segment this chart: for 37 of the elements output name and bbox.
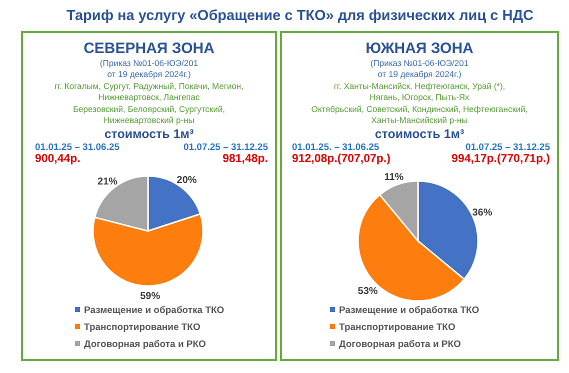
chart-title: ЮЖНАЯ ЗОНА [366, 40, 474, 57]
text: от 19 декабря 2024г.) [107, 69, 191, 79]
data-label: 53% [358, 286, 378, 297]
text: Березовский, Белоярский, Сургутский, [72, 104, 226, 114]
data-label: 21% [98, 176, 118, 188]
data-label: 20% [176, 175, 197, 186]
chart-title: СЕВЕРНАЯ ЗОНА [84, 40, 215, 57]
text: 912,08р.(707,07р.) [292, 153, 391, 165]
legend-label: Договорная работа и РКО [339, 339, 461, 350]
text: 01.07.25 – 31.12.25 [465, 142, 551, 153]
text: гг. Когалым, Сургут, Радужный, Покачи, Мегион, [54, 81, 244, 91]
legend-label: Транспортирование ТКО [339, 322, 456, 333]
text: гг. Ханты-Мансийск, Нефтеюганск, Урай (*), [334, 81, 506, 91]
text: 900,44р. [35, 153, 80, 165]
text: Нягань, Югорск, Пыть-Ях [370, 92, 470, 102]
text: Ханты-Мансийский р-ны [371, 115, 468, 125]
text: (Приказ №01-06-ЮЭ/201 [370, 58, 469, 68]
legend-label: Размещение и обработка ТКО [339, 305, 480, 316]
text: 01.07.25 – 31.12.25 [183, 142, 269, 153]
text: Нижневартовский р-ны [104, 115, 194, 125]
legend-label: Размещение и обработка ТКО [84, 305, 224, 316]
legend-label: Транспортирование ТКО [84, 322, 200, 333]
text: Нижневартовск, Лангепас [98, 92, 201, 102]
data-label: 59% [140, 290, 160, 302]
text: 01.01.25 – 31.06.25 [35, 142, 120, 153]
text: (Приказ №01-06-ЮЭ/201 [100, 58, 198, 68]
text: стоимость 1м³ [104, 127, 194, 141]
text: 01.01.25. – 31.06.25 [292, 142, 380, 153]
data-label: 11% [384, 172, 404, 184]
data-label: 36% [472, 208, 492, 219]
text: от 19 декабря 2024г.) [378, 69, 462, 79]
text: 994,17р.(770,71р.) [452, 153, 550, 165]
text: 981,48р. [222, 153, 268, 165]
text: Октябрьский, Советский, Кондинский, Нефтеюганский, [311, 104, 528, 114]
text: стоимость 1м³ [374, 127, 464, 141]
text: Тариф на услугу «Обращение с ТКО» для физических лиц с НДС [66, 8, 534, 24]
legend-label: Договорная работа и РКО [84, 339, 206, 350]
